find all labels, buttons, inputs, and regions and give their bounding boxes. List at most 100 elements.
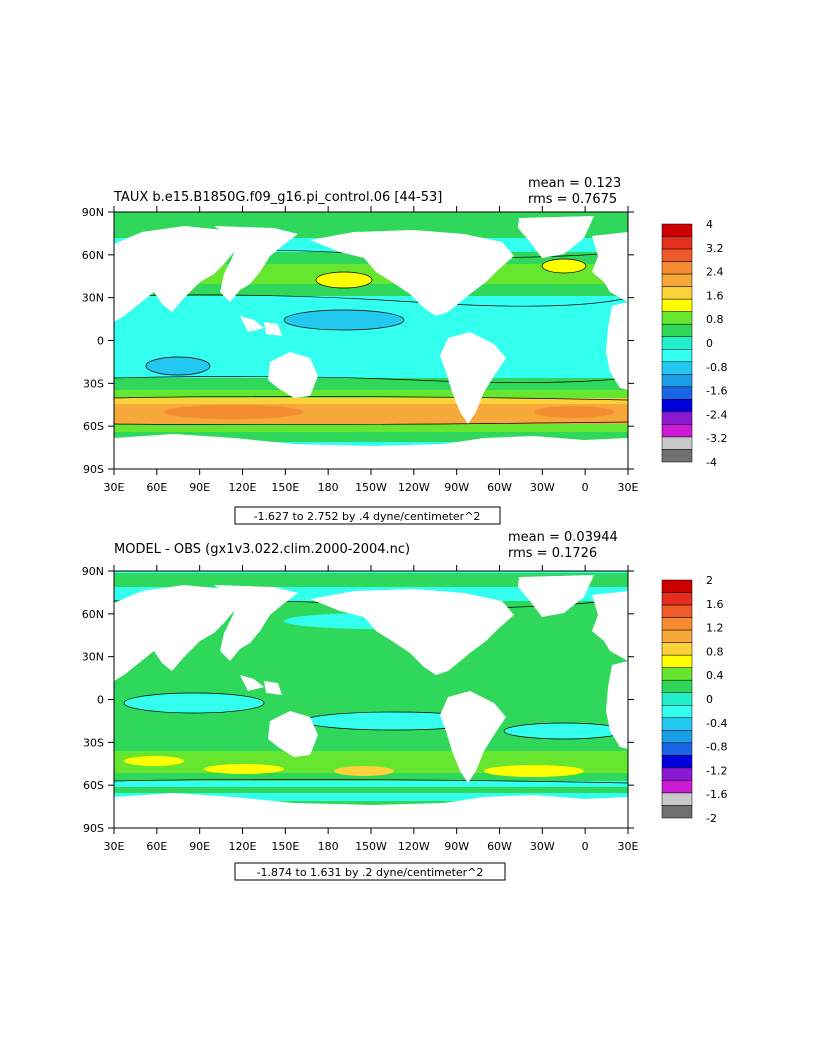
range-box: -1.627 to 2.752 by .4 dyne/centimeter^2	[234, 506, 501, 525]
colorbar-swatch	[661, 604, 693, 618]
colorbar-swatch	[661, 236, 693, 250]
lat-tick-label: 90S	[83, 822, 104, 835]
rms-stat: rms = 0.7675	[528, 192, 617, 207]
lon-tick-label: 30E	[618, 481, 639, 494]
colorbar-swatch	[661, 767, 693, 781]
lat-tick-label: 30N	[82, 651, 104, 664]
lon-tick-label: 0	[582, 840, 589, 853]
lon-tick-label: 150W	[355, 481, 387, 494]
lon-tick-label: 120W	[398, 840, 430, 853]
colorbar-swatch	[661, 399, 693, 413]
mean-stat: mean = 0.03944	[508, 530, 618, 545]
colorbar-swatch	[661, 323, 693, 337]
lat-tick-label: 30N	[82, 292, 104, 305]
colorbar-swatch	[661, 742, 693, 756]
lon-tick-label: 150E	[271, 481, 299, 494]
lon-tick-label: 120E	[229, 840, 257, 853]
colorbar-label: -0.4	[706, 717, 727, 730]
lon-tick-label: 60E	[146, 840, 167, 853]
lon-tick-label: 30E	[104, 481, 125, 494]
colorbar-swatch	[661, 311, 693, 325]
colorbar-label: -1.2	[706, 764, 727, 777]
lat-tick-label: 60S	[83, 779, 104, 792]
colorbar-swatch	[661, 629, 693, 643]
colorbar-swatch	[661, 361, 693, 375]
panel-title: MODEL - OBS (gx1v3.022.clim.2000-2004.nc…	[114, 542, 410, 557]
lon-axis: 30E 60E 90E 120E 150E 180 150W 120W 90W 60W 30W 0 30…	[104, 565, 639, 853]
lat-tick-label: 60S	[83, 420, 104, 433]
colorbar-label: 0	[706, 693, 713, 706]
lat-tick-label: 30S	[83, 736, 104, 749]
colorbar-label: 0.8	[706, 313, 724, 326]
colorbar-swatch	[661, 286, 693, 300]
colorbar-label: 3.2	[706, 242, 724, 255]
lat-tick-label: 90N	[82, 206, 104, 219]
lon-axis: 30E 60E 90E 120E 150E 180 150W 120W 90W 60W 30W 0 30…	[104, 206, 639, 494]
colorbar-label: 2	[706, 574, 713, 587]
colorbar-swatch	[661, 717, 693, 731]
lon-tick-label: 90E	[189, 481, 210, 494]
colorbar-label: 0	[706, 337, 713, 350]
lon-tick-label: 30W	[530, 840, 555, 853]
lon-tick-label: 120E	[229, 481, 257, 494]
colorbar-swatch	[661, 730, 693, 744]
colorbar-swatch	[661, 692, 693, 706]
lon-tick-label: 90E	[189, 840, 210, 853]
colorbar: 4 3.2 2.4 1.6 0.8 0 -0.8 -1.6 -2.4 -3.2 -4	[661, 218, 727, 469]
range-label: -1.627 to 2.752 by .4 dyne/centimeter^2	[254, 510, 481, 523]
map-plot	[114, 571, 628, 828]
colorbar-swatch	[661, 424, 693, 438]
colorbar-swatch	[661, 261, 693, 275]
lon-tick-label: 180	[318, 481, 339, 494]
lat-tick-label: 90S	[83, 463, 104, 476]
lon-tick-label: 60W	[487, 840, 512, 853]
colorbar-label: -4	[706, 456, 717, 469]
colorbar-label: 1.2	[706, 622, 724, 635]
colorbar-swatch	[661, 617, 693, 631]
colorbar-swatch	[661, 336, 693, 350]
lat-tick-label: 60N	[82, 249, 104, 262]
lon-tick-label: 30E	[104, 840, 125, 853]
colorbar-label: -2.4	[706, 408, 727, 421]
lon-tick-label: 120W	[398, 481, 430, 494]
colorbar-swatch	[661, 792, 693, 806]
lon-tick-label: 0	[582, 481, 589, 494]
colorbar-swatch	[661, 298, 693, 312]
colorbar-swatch	[661, 667, 693, 681]
colorbar-swatch	[661, 755, 693, 769]
lat-tick-label: 90N	[82, 565, 104, 578]
colorbar-swatch	[661, 705, 693, 719]
lat-tick-label: 0	[97, 694, 104, 707]
colorbar-swatch	[661, 642, 693, 656]
range-label: -1.874 to 1.631 by .2 dyne/centimeter^2	[257, 866, 484, 879]
colorbar-swatch	[661, 349, 693, 363]
colorbar-label: 0.8	[706, 645, 724, 658]
colorbar-label: 2.4	[706, 266, 724, 279]
lat-tick-label: 30S	[83, 377, 104, 390]
colorbar-swatch	[661, 579, 693, 593]
colorbar-swatch	[661, 248, 693, 262]
lon-tick-label: 180	[318, 840, 339, 853]
colorbar-label: -0.8	[706, 741, 727, 754]
colorbar: 2 1.6 1.2 0.8 0.4 0 -0.4 -0.8 -1.2 -1.6 -2	[661, 574, 727, 825]
colorbar-swatch	[661, 374, 693, 388]
colorbar-label: -2	[706, 812, 717, 825]
colorbar-label: -3.2	[706, 432, 727, 445]
lon-tick-label: 90W	[444, 840, 469, 853]
colorbar-label: 4	[706, 218, 713, 231]
map-plot	[114, 212, 628, 469]
colorbar-swatch	[661, 654, 693, 668]
panel-title: TAUX b.e15.B1850G.f09_g16.pi_control.06 …	[113, 190, 442, 205]
colorbar-label: 0.4	[706, 669, 724, 682]
lon-tick-label: 30E	[618, 840, 639, 853]
colorbar-swatch	[661, 436, 693, 450]
colorbar-swatch	[661, 592, 693, 606]
mean-stat: mean = 0.123	[528, 176, 621, 191]
colorbar-swatch	[661, 449, 693, 463]
colorbar-label: 1.6	[706, 289, 724, 302]
colorbar-label: -1.6	[706, 385, 727, 398]
lat-axis: 90N 60N 30N 0 30S 60S 90S	[82, 565, 634, 835]
colorbar-label: -1.6	[706, 788, 727, 801]
colorbar-swatch	[661, 386, 693, 400]
